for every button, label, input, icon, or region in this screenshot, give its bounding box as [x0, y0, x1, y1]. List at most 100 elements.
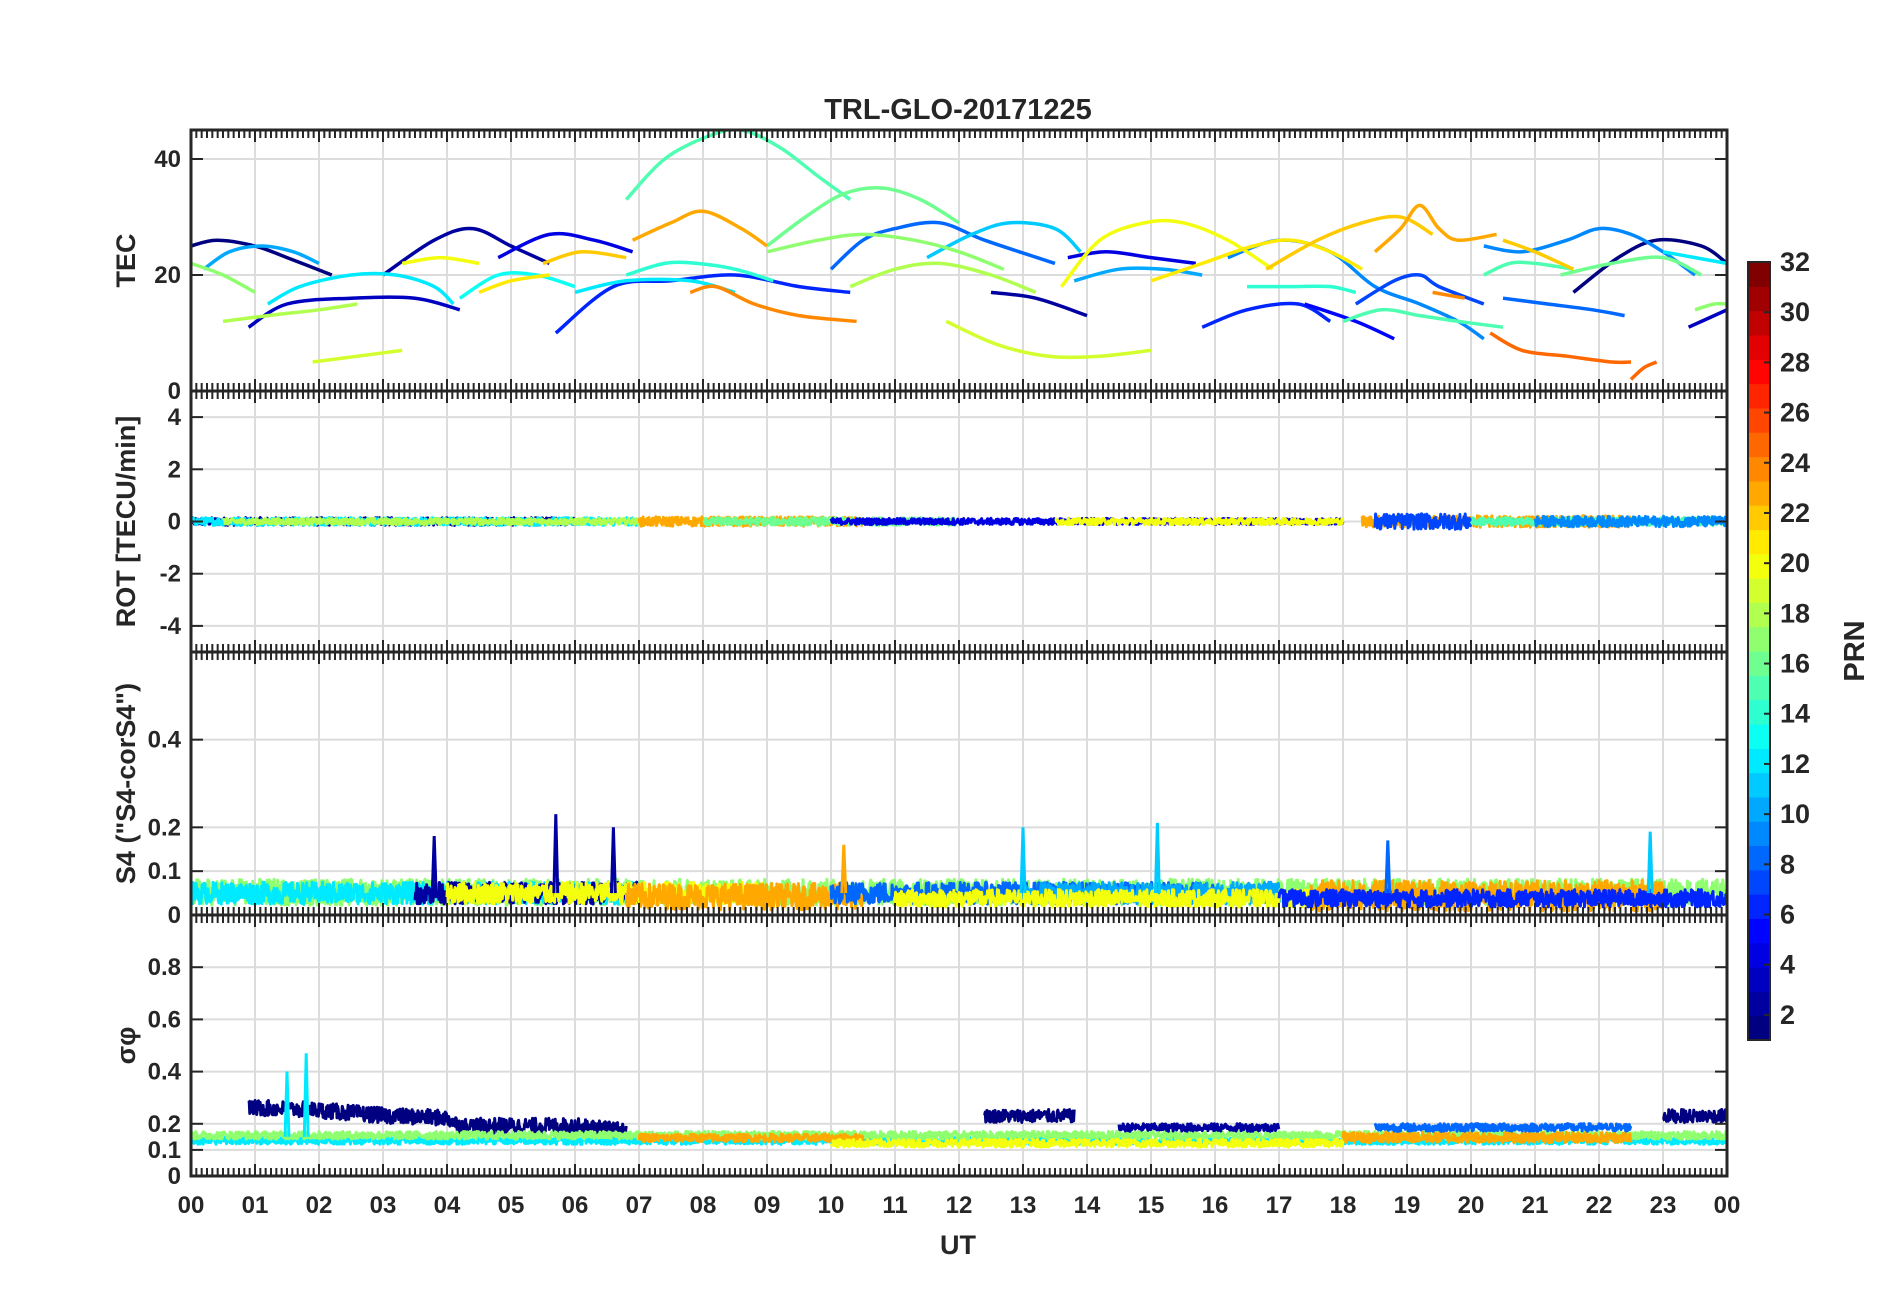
colorbar-tick-label: 32 [1780, 247, 1810, 277]
colorbar-swatch [1748, 845, 1770, 871]
y-tick-label: 20 [154, 262, 181, 289]
series-prn-25 [1629, 360, 1658, 381]
series-prn-18 [849, 261, 1037, 295]
x-tick-label: 16 [1202, 1192, 1229, 1219]
colorbar-tick-label: 28 [1780, 347, 1810, 377]
series-prn-23 [624, 882, 865, 912]
series-prn-23 [631, 209, 769, 248]
colorbar-frame [1747, 261, 1771, 1041]
colorbar-tick-label: 22 [1780, 498, 1810, 528]
colorbar-tick-label: 2 [1780, 1000, 1795, 1030]
colorbar-label: PRN [1839, 620, 1871, 681]
series-prn-25 [1489, 331, 1632, 365]
colorbar-tick-label: 30 [1780, 297, 1810, 327]
x-tick-label: 20 [1458, 1192, 1485, 1219]
x-tick-label: 05 [498, 1192, 525, 1219]
peak-spike [1153, 822, 1161, 894]
series-prn-18 [221, 516, 641, 527]
y-tick-label: 0.2 [148, 814, 181, 841]
series-prn-8 [1502, 296, 1625, 318]
series-prn-15 [1342, 307, 1504, 329]
panel-s4: 0 0.1 0.2 0.4 S4 ("S4-corS4") [111, 650, 1729, 929]
series-prn-1 [1572, 237, 1727, 294]
series-prn-3 [247, 295, 461, 329]
x-tick-label: 00 [1714, 1192, 1741, 1219]
colorbar-swatch [1748, 262, 1770, 287]
y-tick-label: 2 [168, 456, 181, 483]
colorbar-swatch [1748, 699, 1770, 725]
colorbar-swatch [1748, 772, 1770, 798]
colorbar-tick-label: 10 [1780, 799, 1810, 829]
x-tick-label: 03 [370, 1192, 397, 1219]
series-prn-21 [1150, 238, 1364, 283]
colorbar-tick-label: 14 [1780, 699, 1810, 729]
colorbar-swatch [1748, 578, 1770, 603]
series-prn-2 [382, 226, 551, 277]
peak-spike [840, 844, 848, 894]
y-tick-label: 0.1 [148, 1137, 181, 1164]
y-tick-label: 0 [168, 902, 181, 929]
colorbar-swatch [1748, 310, 1770, 336]
series-prn-20 [1060, 218, 1274, 288]
colorbar-swatch [1748, 432, 1770, 458]
series-prn-12 [266, 271, 455, 306]
series-prn-6 [1277, 888, 1727, 909]
x-axis-label: UT [940, 1230, 976, 1260]
x-tick-label: 06 [562, 1192, 589, 1219]
colorbar-swatch [1748, 918, 1770, 944]
peak-spike [1384, 840, 1392, 894]
series-prn-19 [945, 319, 1152, 360]
series-prn-13 [458, 271, 576, 300]
colorbar-swatch [1748, 602, 1770, 628]
series-prn-10 [1073, 266, 1203, 283]
colorbar-swatch [1748, 480, 1770, 506]
y-tick-label: 4 [168, 404, 182, 431]
y-tick-label: 0.6 [148, 1006, 181, 1033]
chart-title: TRL-GLO-20171225 [824, 94, 1092, 126]
x-tick-label: 18 [1330, 1192, 1357, 1219]
series-prn-1 [247, 1099, 628, 1140]
peak-spike [1646, 831, 1654, 894]
y-tick-label: 0.8 [148, 954, 181, 981]
colorbar-swatch [1748, 748, 1770, 774]
peak-spike [283, 1071, 291, 1137]
peak-spike [430, 836, 438, 894]
series-prn-2 [990, 290, 1088, 318]
series-prn-23 [1341, 1130, 1633, 1145]
y-axis-label: ROT [TECU/min] [111, 416, 141, 627]
x-tick-label: 00 [178, 1192, 205, 1219]
series-prn-4 [497, 231, 634, 260]
colorbar-tick-label: 6 [1780, 900, 1795, 930]
colorbar-tick-label: 12 [1780, 749, 1810, 779]
y-axis-label: TEC [111, 234, 141, 288]
series-prn-12 [1662, 250, 1727, 266]
y-tick-label: 0 [168, 509, 181, 536]
series-prn-16 [1560, 255, 1703, 277]
x-tick-label: 02 [306, 1192, 333, 1219]
colorbar-tick-label: 20 [1780, 548, 1810, 578]
colorbar-swatch [1748, 796, 1770, 822]
colorbar-tick-label: 16 [1780, 649, 1810, 679]
series-prn-22 [542, 249, 627, 266]
series-prn-8 [1373, 1122, 1633, 1133]
colorbar-swatch [1748, 626, 1770, 652]
colorbar-swatch [1748, 942, 1770, 968]
series-prn-15 [624, 130, 852, 202]
colorbar-swatch [1748, 359, 1770, 385]
series-prn-16 [765, 186, 960, 248]
x-tick-label: 12 [946, 1192, 973, 1219]
colorbar-swatch [1748, 991, 1770, 1017]
colorbar-swatch [1748, 967, 1770, 992]
colorbar-swatch [1748, 723, 1770, 749]
series-prn-20 [893, 888, 1345, 909]
plot-area [191, 130, 1727, 381]
colorbar-swatch [1748, 505, 1770, 531]
x-tick-label: 22 [1586, 1192, 1613, 1219]
colorbar-swatch [1748, 529, 1770, 555]
series-prn-8 [829, 220, 1056, 271]
colorbar-tick-label: 8 [1780, 849, 1795, 879]
panel-tec: 0 20 40 TEC [111, 128, 1729, 405]
